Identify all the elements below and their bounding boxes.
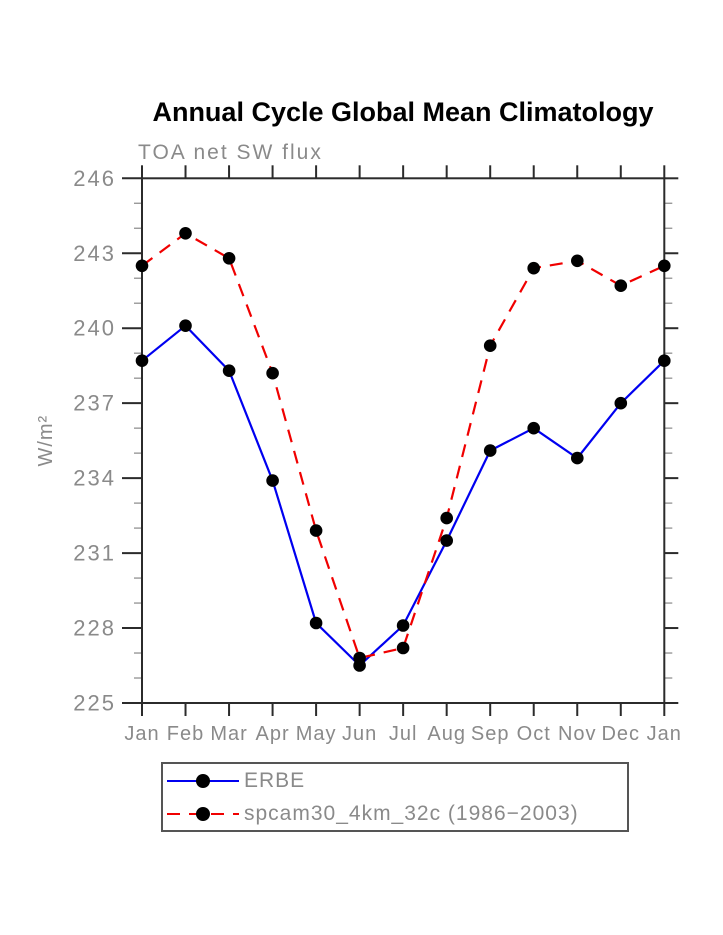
data-point-marker bbox=[527, 421, 540, 435]
y-tick-label: 225 bbox=[73, 691, 116, 716]
plot-frame bbox=[141, 177, 666, 705]
data-point-marker bbox=[527, 261, 540, 275]
y-tick-label: 237 bbox=[73, 391, 116, 416]
x-tick-label: Jun bbox=[342, 723, 377, 745]
y-tick-label: 234 bbox=[73, 466, 116, 491]
data-point-marker bbox=[222, 364, 236, 378]
y-tick-label: 246 bbox=[73, 166, 116, 191]
data-point-marker bbox=[614, 279, 628, 293]
data-point-marker bbox=[658, 354, 671, 368]
y-tick-label: 243 bbox=[73, 241, 116, 266]
data-point-marker bbox=[483, 339, 497, 353]
data-point-marker bbox=[135, 354, 149, 368]
x-tick-label: Mar bbox=[210, 723, 247, 745]
data-point-marker bbox=[396, 619, 410, 632]
legend-item-erbe: ERBE bbox=[163, 764, 627, 797]
x-tick-label: Nov bbox=[558, 723, 597, 745]
data-point-marker bbox=[222, 251, 236, 265]
x-tick-label: Aug bbox=[427, 723, 466, 745]
data-point-marker bbox=[135, 259, 149, 273]
data-point-marker bbox=[571, 254, 584, 268]
spcam-line-sample bbox=[167, 806, 239, 821]
data-point-marker bbox=[179, 227, 192, 240]
x-tick-label: Feb bbox=[167, 723, 204, 745]
data-point-marker bbox=[440, 511, 454, 525]
data-point-marker bbox=[179, 319, 192, 333]
y-tick-label: 240 bbox=[73, 316, 116, 341]
y-tick-label: 228 bbox=[73, 616, 116, 641]
chart-subtitle: TOA net SW flux bbox=[138, 141, 323, 164]
data-point-marker bbox=[614, 396, 628, 410]
marker-dot-icon bbox=[196, 806, 210, 821]
chart-title: Annual Cycle Global Mean Climatology bbox=[152, 97, 654, 127]
x-tick-label: Jan bbox=[124, 723, 159, 745]
x-tick-label: Apr bbox=[256, 723, 290, 745]
x-tick-label: Jan bbox=[647, 723, 682, 745]
data-point-marker bbox=[396, 641, 410, 655]
data-point-marker bbox=[309, 524, 323, 537]
legend-box: ERBE spcam30_4km_32c (1986−2003) bbox=[161, 762, 629, 832]
erbe-line-sample bbox=[167, 773, 239, 788]
data-point-marker bbox=[353, 651, 366, 665]
x-tick-label: Oct bbox=[517, 723, 551, 745]
series-line-erbe bbox=[141, 324, 666, 668]
legend-label-spcam: spcam30_4km_32c (1986−2003) bbox=[244, 801, 579, 825]
x-tick-label: Jul bbox=[389, 723, 418, 745]
x-tick-label: Dec bbox=[601, 723, 640, 745]
legend-label-erbe: ERBE bbox=[244, 768, 306, 792]
marker-dot-icon bbox=[196, 773, 210, 788]
data-point-marker bbox=[266, 366, 279, 380]
data-point-marker bbox=[483, 444, 497, 457]
x-tick-label: May bbox=[296, 723, 337, 745]
legend-item-spcam: spcam30_4km_32c (1986−2003) bbox=[163, 797, 627, 830]
data-point-marker bbox=[266, 474, 279, 487]
x-tick-label: Sep bbox=[471, 723, 510, 745]
y-tick-label: 231 bbox=[73, 541, 116, 566]
y-axis-label: W/m² bbox=[35, 415, 57, 467]
data-point-marker bbox=[440, 534, 454, 547]
data-point-marker bbox=[658, 259, 671, 273]
data-point-marker bbox=[309, 616, 323, 630]
data-point-marker bbox=[571, 451, 584, 465]
